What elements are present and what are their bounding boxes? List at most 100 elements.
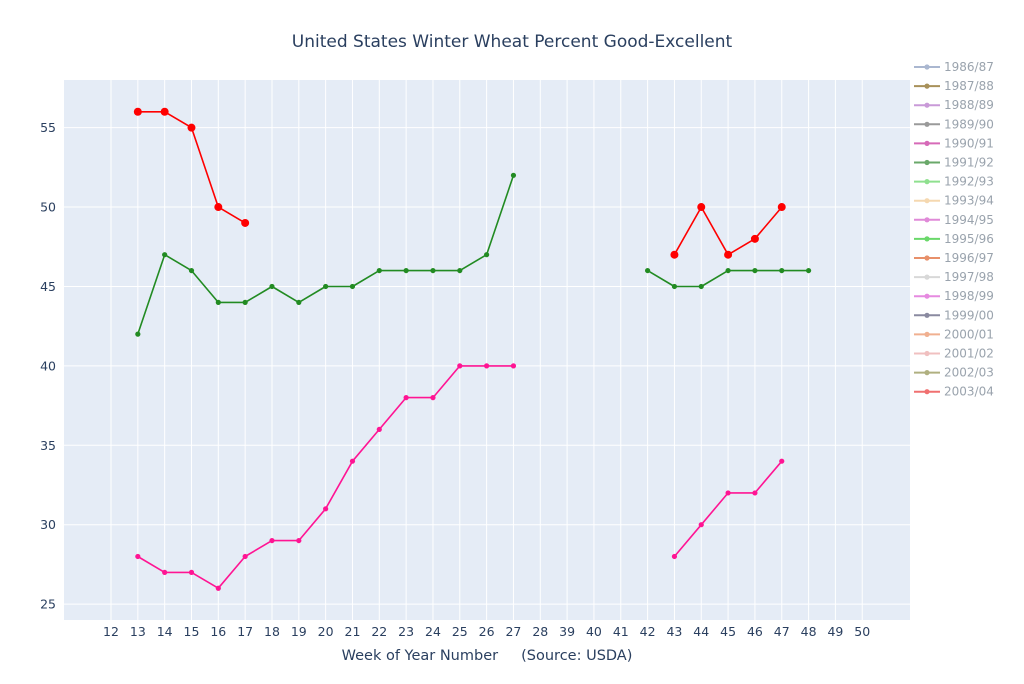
x-tick-label: 40 bbox=[586, 624, 602, 639]
series-2 bbox=[135, 363, 785, 591]
legend-swatch-marker bbox=[924, 331, 930, 337]
legend-label: 1991/92 bbox=[944, 156, 994, 170]
legend-label: 1996/97 bbox=[944, 251, 994, 265]
series-0-point bbox=[187, 123, 196, 132]
legend-swatch-marker bbox=[924, 140, 930, 146]
series-2-point bbox=[349, 458, 356, 464]
series-1-point bbox=[752, 267, 758, 274]
legend-item-1993-94[interactable]: 1993/94 bbox=[914, 194, 994, 208]
series-2-point bbox=[430, 395, 436, 401]
series-2-point bbox=[215, 585, 221, 591]
series-2-point bbox=[269, 537, 275, 544]
series-0-point bbox=[160, 107, 169, 116]
series-2-point bbox=[671, 553, 678, 560]
y-tick-label: 30 bbox=[40, 517, 56, 532]
legend-swatch-marker bbox=[924, 370, 930, 376]
legend-swatch-marker bbox=[924, 64, 930, 70]
legend-label: 1995/96 bbox=[944, 232, 994, 246]
series-2-point bbox=[752, 490, 758, 496]
legend-item-1987-88[interactable]: 1987/88 bbox=[914, 79, 994, 93]
legend-item-2000-01[interactable]: 2000/01 bbox=[914, 327, 994, 341]
series-2-point bbox=[698, 522, 704, 528]
x-tick-label: 41 bbox=[613, 624, 629, 639]
legend-item-1996-97[interactable]: 1996/97 bbox=[914, 251, 994, 265]
legend-item-1992-93[interactable]: 1992/93 bbox=[914, 175, 994, 189]
legend-item-2001-02[interactable]: 2001/02 bbox=[914, 347, 994, 361]
legend-item-1998-99[interactable]: 1998/99 bbox=[914, 289, 994, 303]
legend-label: 1988/89 bbox=[944, 98, 994, 112]
series-1-point bbox=[349, 283, 356, 290]
y-tick-label: 40 bbox=[40, 358, 56, 373]
series-2-point bbox=[725, 490, 731, 496]
x-tick-label: 46 bbox=[747, 624, 763, 639]
series-1-point bbox=[376, 267, 382, 274]
series-1-point bbox=[725, 267, 731, 274]
legend-item-1994-95[interactable]: 1994/95 bbox=[914, 213, 994, 227]
x-tick-label: 49 bbox=[827, 624, 843, 639]
legend-label: 1989/90 bbox=[944, 117, 994, 131]
series-1-point bbox=[215, 299, 221, 305]
legend-item-1988-89[interactable]: 1988/89 bbox=[914, 98, 994, 112]
y-tick-label: 55 bbox=[40, 120, 56, 135]
series-1-point bbox=[162, 252, 168, 258]
legend-label: 1998/99 bbox=[944, 289, 994, 303]
y-tick-label: 25 bbox=[40, 597, 56, 612]
legend-swatch-marker bbox=[924, 159, 930, 166]
x-tick-label: 17 bbox=[237, 624, 253, 639]
legend-item-2003-04[interactable]: 2003/04 bbox=[914, 385, 994, 399]
y-tick-label: 45 bbox=[40, 279, 56, 294]
series-2-point bbox=[484, 363, 490, 369]
series-2-point bbox=[323, 506, 329, 512]
x-tick-label: 50 bbox=[854, 624, 870, 639]
legend-item-1991-92[interactable]: 1991/92 bbox=[914, 156, 994, 170]
legend-item-1997-98[interactable]: 1997/98 bbox=[914, 270, 994, 284]
legend-swatch-marker bbox=[924, 274, 930, 280]
legend-item-1989-90[interactable]: 1989/90 bbox=[914, 117, 994, 131]
legend-swatch-marker bbox=[924, 102, 930, 108]
x-tick-label: 18 bbox=[264, 624, 280, 639]
series-2-point bbox=[135, 553, 141, 560]
legend-label: 1986/87 bbox=[944, 60, 994, 74]
series-0-point bbox=[697, 203, 706, 212]
legend-swatch-marker bbox=[924, 198, 930, 204]
series-1-point bbox=[135, 331, 141, 337]
x-tick-label: 24 bbox=[425, 624, 441, 639]
series-2-point bbox=[779, 458, 785, 464]
legend-label: 1997/98 bbox=[944, 270, 994, 284]
legend-swatch-marker bbox=[924, 121, 930, 127]
x-tick-label: 44 bbox=[693, 624, 709, 639]
legend-item-1986-87[interactable]: 1986/87 bbox=[914, 60, 994, 74]
legend-label: 1994/95 bbox=[944, 213, 994, 227]
series-1-point bbox=[484, 252, 490, 258]
legend-swatch-marker bbox=[924, 255, 930, 261]
series-0-point bbox=[214, 203, 223, 212]
series-2-point bbox=[188, 569, 195, 575]
series-1-point bbox=[457, 267, 463, 274]
legend-label: 2003/04 bbox=[944, 385, 994, 399]
legend-swatch-marker bbox=[924, 236, 930, 242]
series-group bbox=[133, 107, 812, 591]
x-tick-label: 13 bbox=[130, 624, 146, 639]
x-tick-label: 48 bbox=[801, 624, 817, 639]
series-1-point bbox=[242, 299, 248, 305]
series-1-point bbox=[269, 283, 275, 290]
grid-lines bbox=[64, 80, 910, 620]
legend-item-1995-96[interactable]: 1995/96 bbox=[914, 232, 994, 246]
series-1-point bbox=[805, 267, 812, 274]
series-1-point bbox=[779, 267, 785, 274]
x-tick-label: 26 bbox=[479, 624, 495, 639]
x-tick-label: 15 bbox=[184, 624, 200, 639]
x-tick-label: 12 bbox=[103, 624, 119, 639]
legend-item-1999-00[interactable]: 1999/00 bbox=[914, 308, 994, 322]
legend-label: 2001/02 bbox=[944, 347, 994, 361]
legend-item-1990-91[interactable]: 1990/91 bbox=[914, 136, 994, 150]
legend: 1986/87 1987/88 1988/89 1989/90 1990/91 1991/… bbox=[914, 60, 994, 399]
legend-swatch-marker bbox=[924, 179, 930, 185]
x-axis-label: Week of Year Number (Source: USDA) bbox=[342, 648, 633, 664]
legend-label: 1993/94 bbox=[944, 194, 994, 208]
y-axis-ticks: 25 30 35 40 45 50 55 bbox=[40, 120, 56, 611]
legend-item-2002-03[interactable]: 2002/03 bbox=[914, 366, 994, 380]
x-tick-label: 20 bbox=[318, 624, 334, 639]
x-tick-label: 47 bbox=[774, 624, 790, 639]
